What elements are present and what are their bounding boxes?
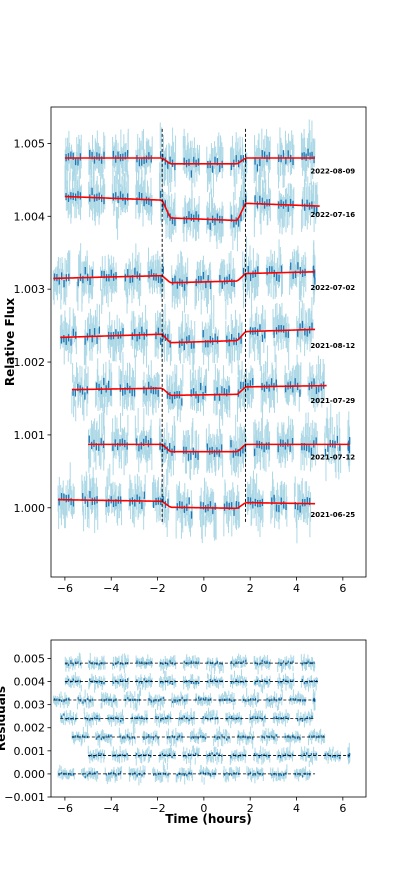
model-line-2021-08-12 <box>60 328 316 344</box>
model-line-2021-07-29 <box>71 384 327 397</box>
model-line-2022-07-16 <box>64 195 320 222</box>
model-line-2021-06-25 <box>57 498 316 510</box>
series-2022-08-09 <box>64 119 316 201</box>
light-curve-y-ticks: 1.000 1.001 1.002 1.003 1.004 1.005 <box>14 137 51 515</box>
residual-series-2021-07-12 <box>87 742 351 768</box>
residuals-data <box>53 652 351 786</box>
x-tick-label: −2 <box>149 582 165 595</box>
date-label: 2022-07-02 <box>310 284 355 292</box>
model-line-2022-08-09 <box>64 157 316 165</box>
date-label: 2022-07-16 <box>310 211 355 219</box>
y-tick-label: 1.003 <box>14 283 46 296</box>
date-label: 2021-08-12 <box>310 342 355 350</box>
y-tick-label: 1.004 <box>14 210 46 223</box>
light-curve-frame <box>50 106 367 578</box>
y-tick-label: 1.001 <box>14 429 46 442</box>
transit-markers <box>161 128 247 524</box>
residual-series-2022-08-09 <box>64 652 316 675</box>
x-tick-label: 0 <box>200 582 207 595</box>
x-tick-label: −4 <box>103 582 119 595</box>
y-tick-label: 1.002 <box>14 356 46 369</box>
transit-models <box>53 157 350 510</box>
date-label: 2021-06-25 <box>310 511 355 519</box>
light-curve-x-ticks: −6 −4 −2 0 2 4 6 <box>57 577 346 595</box>
light-curve-y-label: Relative Flux <box>3 298 17 386</box>
model-line-2022-07-02 <box>53 271 316 284</box>
date-labels: 2022-08-09 2022-07-16 2022-07-02 2021-08-12… <box>310 167 355 519</box>
light-curve-panel: 2022-08-09 2022-07-16 2022-07-02 2021-08-12… <box>3 106 367 595</box>
residuals-panel: −6 −4 −2 0 2 4 6 −0.0010.0000.0010.0020.0030.0… <box>0 639 367 826</box>
date-label: 2022-08-09 <box>310 167 355 175</box>
date-label: 2021-07-29 <box>310 397 355 405</box>
date-label: 2021-07-12 <box>310 454 355 462</box>
y-tick-label: 1.005 <box>14 137 46 150</box>
series-2022-07-16 <box>64 160 319 252</box>
x-tick-label: 4 <box>293 582 300 595</box>
series-2021-06-25 <box>57 462 312 544</box>
model-line-2021-07-12 <box>88 443 350 453</box>
residual-series-2022-07-02 <box>53 687 316 712</box>
y-tick-label: 1.000 <box>14 502 46 515</box>
series-2022-07-02 <box>52 236 316 320</box>
light-curve-data <box>52 119 351 544</box>
x-tick-label: −6 <box>57 582 73 595</box>
x-tick-label: 6 <box>339 582 346 595</box>
x-tick-label: 2 <box>247 582 254 595</box>
